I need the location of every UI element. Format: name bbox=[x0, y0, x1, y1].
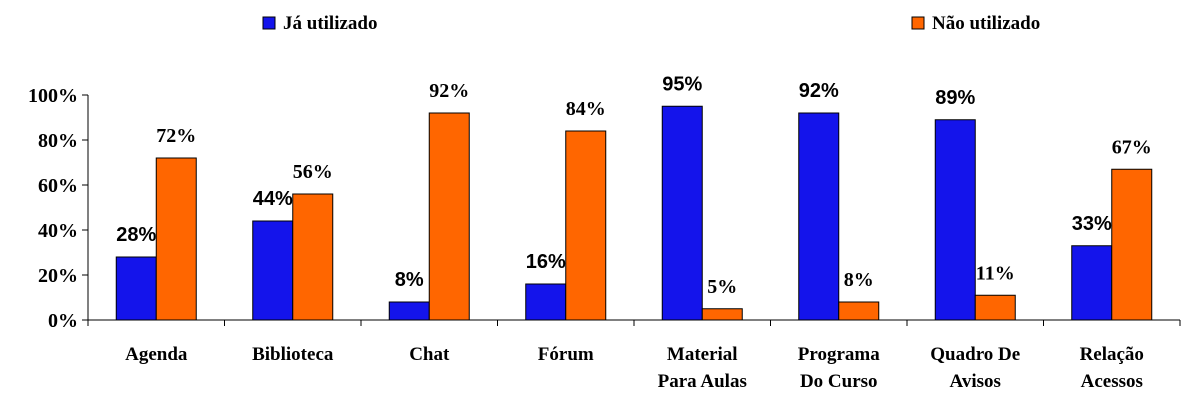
x-category-label: Quadro De bbox=[930, 344, 1020, 365]
bar-nao-utilizado bbox=[1111, 168, 1153, 321]
x-category-label: Fórum bbox=[538, 344, 594, 365]
legend-swatch-ja-utilizado bbox=[262, 16, 276, 30]
data-label-ja-utilizado: 8% bbox=[395, 269, 424, 291]
x-category-label: Biblioteca bbox=[252, 344, 334, 365]
legend-swatch-nao-utilizado bbox=[911, 16, 925, 30]
bar-nao-utilizado bbox=[428, 112, 470, 321]
data-label-nao-utilizado: 67% bbox=[1112, 136, 1152, 158]
bar-nao-utilizado bbox=[292, 193, 334, 321]
bar-nao-utilizado bbox=[838, 301, 880, 321]
bar-ja-utilizado bbox=[252, 220, 294, 321]
x-category-label: Acessos bbox=[1081, 371, 1143, 392]
y-tick-label: 60% bbox=[38, 175, 78, 197]
data-label-nao-utilizado: 5% bbox=[707, 276, 737, 298]
x-category-label: Para Aulas bbox=[658, 371, 747, 392]
x-category-label: Agenda bbox=[125, 344, 188, 365]
bar-ja-utilizado bbox=[115, 256, 157, 321]
bar-nao-utilizado bbox=[974, 294, 1016, 321]
data-label-ja-utilizado: 28% bbox=[116, 224, 156, 246]
data-label-ja-utilizado: 95% bbox=[662, 73, 702, 95]
data-label-ja-utilizado: 89% bbox=[935, 87, 975, 109]
bar-nao-utilizado bbox=[565, 130, 607, 321]
legend-label-ja-utilizado: Já utilizado bbox=[283, 13, 377, 34]
data-label-nao-utilizado: 72% bbox=[156, 125, 196, 147]
x-axis-categories: Agenda Biblioteca Chat Fórum Material Para Au… bbox=[125, 344, 1144, 392]
data-label-nao-utilizado: 56% bbox=[293, 161, 333, 183]
x-category-label: Do Curso bbox=[800, 371, 878, 392]
bar-ja-utilizado bbox=[525, 283, 567, 321]
data-label-ja-utilizado: 16% bbox=[526, 251, 566, 273]
data-label-nao-utilizado: 11% bbox=[976, 262, 1015, 284]
x-category-label: Chat bbox=[409, 344, 450, 365]
bar-nao-utilizado bbox=[155, 157, 197, 321]
bars bbox=[115, 105, 1153, 321]
bar-ja-utilizado bbox=[934, 119, 976, 321]
bar-ja-utilizado bbox=[798, 112, 840, 321]
x-category-label: Avisos bbox=[950, 371, 1001, 392]
data-label-nao-utilizado: 84% bbox=[566, 98, 606, 120]
bar-ja-utilizado bbox=[388, 301, 430, 321]
y-tick-label: 80% bbox=[38, 130, 78, 152]
bar-ja-utilizado bbox=[1071, 245, 1113, 321]
bar-ja-utilizado bbox=[661, 105, 703, 321]
x-category-label: Relação bbox=[1080, 344, 1144, 365]
y-tick-label: 20% bbox=[38, 265, 78, 287]
legend-label-nao-utilizado: Não utilizado bbox=[932, 13, 1040, 34]
x-category-label: Material bbox=[667, 344, 738, 365]
data-labels: 28% 44% 8% 16% 95% 92% 89% 33% 72% 56% 92% 84% 5% 8% 1… bbox=[116, 73, 1152, 298]
data-label-nao-utilizado: 92% bbox=[429, 80, 469, 102]
y-tick-label: 40% bbox=[38, 220, 78, 242]
y-tick-label: 0% bbox=[48, 310, 78, 332]
y-tick-label: 100% bbox=[28, 85, 78, 107]
data-label-nao-utilizado: 8% bbox=[844, 269, 874, 291]
data-label-ja-utilizado: 44% bbox=[253, 188, 293, 210]
bar-nao-utilizado bbox=[701, 308, 743, 321]
data-label-ja-utilizado: 33% bbox=[1072, 213, 1112, 235]
data-label-ja-utilizado: 92% bbox=[799, 80, 839, 102]
legend: Já utilizado Não utilizado bbox=[262, 13, 1040, 34]
x-category-label: Programa bbox=[798, 344, 880, 365]
